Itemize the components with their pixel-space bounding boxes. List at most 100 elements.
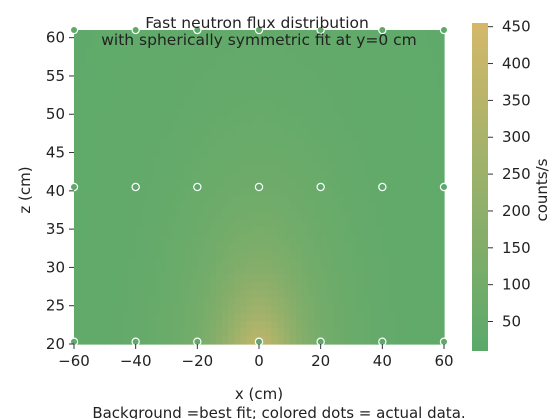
heatmap-cell (296, 30, 303, 39)
heatmap-cell (228, 139, 235, 149)
heatmap-cell (166, 304, 174, 314)
heatmap-cell (228, 187, 235, 196)
heatmap-cell (129, 202, 137, 212)
heatmap-cell (431, 116, 439, 125)
heatmap-cell (111, 328, 118, 337)
heatmap-cell (197, 320, 205, 329)
heatmap-cell (431, 155, 439, 165)
heatmap-cell (302, 202, 309, 212)
heatmap-cell (339, 92, 346, 102)
heatmap-cell (135, 147, 143, 157)
heatmap-cell (191, 273, 198, 282)
heatmap-cell (277, 116, 285, 125)
heatmap-cell (252, 84, 260, 94)
heatmap-cell (215, 69, 223, 78)
heatmap-cell (345, 69, 353, 78)
heatmap-cell (370, 171, 377, 180)
heatmap-cell (277, 194, 285, 204)
heatmap-cell (228, 147, 235, 157)
heatmap-cell (302, 139, 309, 149)
heatmap-cell (185, 336, 192, 345)
heatmap-cell (265, 179, 272, 188)
heatmap-cell (129, 249, 137, 259)
heatmap-cell (209, 84, 217, 94)
heatmap-cell (394, 139, 402, 149)
heatmap-cell (135, 304, 143, 314)
heatmap-cell (431, 296, 439, 306)
heatmap-cell (191, 202, 198, 212)
data-point (254, 182, 264, 192)
heatmap-cell (351, 320, 359, 329)
heatmap-cell (252, 124, 260, 133)
heatmap-cell (135, 226, 143, 235)
y-tick-label: 45 (46, 144, 65, 162)
heatmap-cell (425, 304, 433, 314)
heatmap-cell (178, 30, 186, 39)
heatmap-cell (80, 296, 87, 306)
heatmap-cell (240, 132, 248, 141)
heatmap-cell (345, 92, 353, 102)
heatmap-cell (148, 336, 155, 345)
heatmap-cell (111, 234, 118, 243)
heatmap-cell (265, 273, 272, 282)
heatmap-cell (141, 289, 149, 298)
heatmap-cell (117, 257, 124, 267)
heatmap-cell (191, 155, 198, 165)
heatmap-cell (302, 257, 309, 267)
heatmap-cell (203, 210, 211, 219)
heatmap-cell (197, 194, 205, 204)
heatmap-cell (160, 194, 168, 204)
heatmap-cell (370, 265, 377, 274)
heatmap-cell (289, 281, 297, 290)
heatmap-cell (308, 336, 316, 345)
heatmap-cell (92, 132, 100, 141)
heatmap-cell (197, 53, 205, 62)
heatmap-cell (117, 328, 124, 337)
heatmap-cell (308, 289, 316, 298)
heatmap-cell (277, 320, 285, 329)
heatmap-cell (326, 53, 334, 62)
heatmap-cell (289, 92, 297, 102)
heatmap-cell (252, 257, 260, 267)
heatmap-cell (289, 234, 297, 243)
heatmap-cell (178, 257, 186, 267)
heatmap-cell (111, 257, 118, 267)
heatmap-cell (215, 226, 223, 235)
heatmap-cell (178, 155, 186, 165)
heatmap-cell (339, 155, 346, 165)
heatmap-cell (425, 296, 433, 306)
heatmap-cell (135, 163, 143, 172)
heatmap-cell (419, 328, 427, 337)
heatmap-cell (308, 30, 316, 39)
heatmap-cell (129, 296, 137, 306)
heatmap-cell (129, 45, 137, 55)
heatmap-cell (363, 116, 371, 125)
heatmap-cell (141, 92, 149, 102)
heatmap-cell (123, 155, 131, 165)
heatmap-cell (388, 249, 396, 259)
heatmap-cell (320, 108, 328, 117)
heatmap-cell (351, 132, 359, 141)
heatmap-cell (160, 179, 168, 188)
heatmap-cell (419, 257, 427, 267)
heatmap-cell (135, 289, 143, 298)
heatmap-cell (240, 241, 248, 251)
heatmap-cell (234, 328, 242, 337)
heatmap-cell (191, 45, 198, 55)
heatmap-cell (111, 336, 118, 345)
heatmap-cell (320, 163, 328, 172)
heatmap-cell (117, 139, 124, 149)
heatmap-cell (185, 147, 192, 157)
heatmap-cell (431, 312, 439, 322)
heatmap-cell (431, 281, 439, 290)
heatmap-cell (141, 155, 149, 165)
heatmap-cell (178, 187, 186, 196)
heatmap-cell (394, 61, 402, 70)
heatmap-cell (98, 257, 106, 267)
heatmap-cell (400, 249, 408, 259)
heatmap-cell (117, 132, 124, 141)
heatmap-cell (191, 77, 198, 86)
heatmap-cell (302, 194, 309, 204)
heatmap-cell (191, 194, 198, 204)
heatmap-cell (419, 132, 427, 141)
